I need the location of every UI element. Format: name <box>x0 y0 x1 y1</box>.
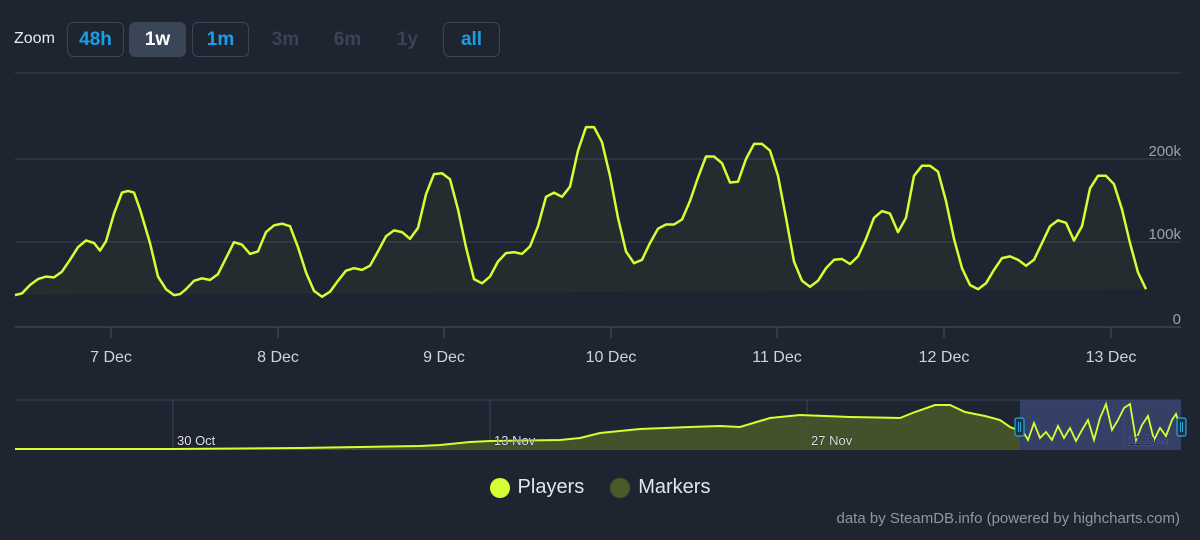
navigator-handle-left[interactable] <box>1014 417 1025 437</box>
navigator-line <box>15 404 1021 450</box>
legend: Players Markers <box>0 476 1200 499</box>
navigator-tick-label: 13 Nov <box>494 433 536 448</box>
zoom-button-all[interactable]: all <box>443 22 500 57</box>
chart-area[interactable]: 0 100k 200k 7 Dec 8 Dec 9 Dec 10 Dec 11 Dec 12 … <box>0 0 1200 470</box>
x-tick-label: 13 Dec <box>1086 349 1137 366</box>
grid-lines <box>15 72 1181 328</box>
x-tick-label: 9 Dec <box>423 349 465 366</box>
x-tick-label: 10 Dec <box>586 349 637 366</box>
navigator-tick-label: 30 Oct <box>177 433 216 448</box>
y-axis-labels: 0 100k 200k <box>1148 143 1181 328</box>
zoom-button-6m: 6m <box>333 28 362 50</box>
x-tick-label: 7 Dec <box>90 349 132 366</box>
navigator-tick-label: 27 Nov <box>811 433 853 448</box>
y-tick-label: 200k <box>1148 143 1181 160</box>
navigator-area <box>15 405 1020 450</box>
zoom-label: Zoom <box>14 30 55 47</box>
navigator-x-labels: 30 Oct 13 Nov 27 Nov 11 Dec <box>177 433 1169 449</box>
x-axis-labels: 7 Dec 8 Dec 9 Dec 10 Dec 11 Dec 12 Dec 13 Dec <box>90 327 1136 366</box>
credits-text[interactable]: data by SteamDB.info (powered by highcha… <box>836 510 1181 527</box>
zoom-button-1m[interactable]: 1m <box>192 22 249 57</box>
x-tick-label: 12 Dec <box>919 349 970 366</box>
players-area <box>15 127 1146 297</box>
players-dot-icon <box>489 477 510 498</box>
x-tick-label: 11 Dec <box>752 349 802 366</box>
zoom-button-3m: 3m <box>271 28 300 50</box>
navigator-handle-right[interactable] <box>1176 417 1187 437</box>
x-tick-label: 8 Dec <box>257 349 299 366</box>
players-line[interactable] <box>14 125 1148 299</box>
legend-players-label: Players <box>517 476 585 498</box>
legend-markers-label: Markers <box>638 476 711 498</box>
y-tick-label: 0 <box>1173 311 1181 328</box>
navigator[interactable]: 30 Oct 13 Nov 27 Nov 11 Dec <box>15 399 1187 450</box>
markers-dot-icon <box>610 477 631 498</box>
y-tick-label: 100k <box>1148 226 1181 243</box>
zoom-toolbar: Zoom 48h 1w 1m 3m 6m 1y all <box>0 22 520 57</box>
zoom-button-1y: 1y <box>396 28 419 50</box>
zoom-button-48h[interactable]: 48h <box>67 22 124 57</box>
legend-item-markers[interactable]: Markers <box>610 476 710 499</box>
navigator-tick-label: 11 Dec <box>1128 433 1169 448</box>
navigator-selected-line <box>1021 401 1182 444</box>
legend-item-players[interactable]: Players <box>489 476 585 499</box>
zoom-button-1w[interactable]: 1w <box>129 22 186 57</box>
